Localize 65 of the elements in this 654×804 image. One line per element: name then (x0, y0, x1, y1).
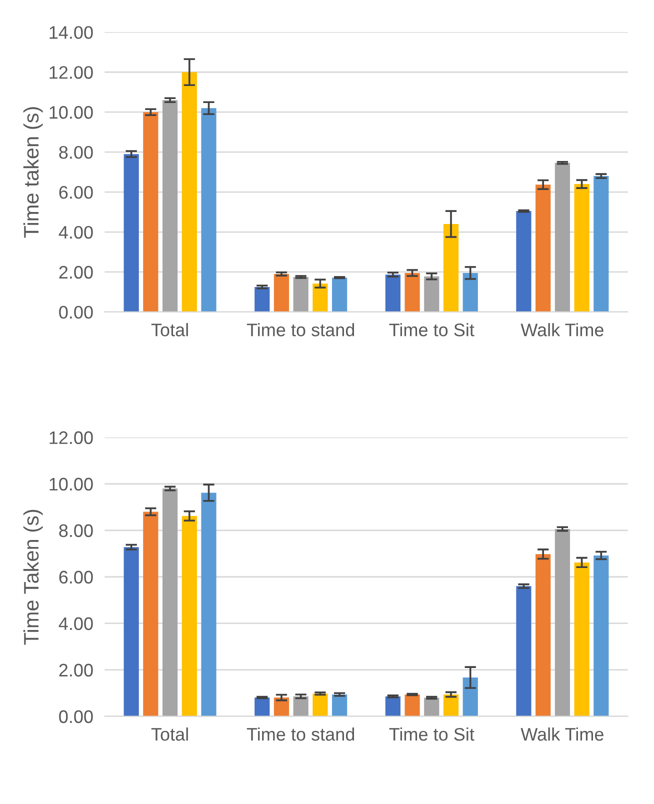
bar (162, 100, 178, 312)
y-tick-label: 8.00 (59, 524, 93, 538)
bar (385, 274, 400, 312)
bar (312, 284, 328, 312)
bar (554, 528, 570, 716)
bar (312, 694, 328, 716)
bar (424, 276, 440, 312)
bar (124, 154, 139, 312)
bar (462, 272, 478, 312)
y-tick-label: 14.00 (50, 26, 93, 39)
y-tick-label: 4.00 (58, 617, 93, 630)
x-tick-label: Time to Sit (389, 323, 474, 336)
bar (516, 586, 532, 716)
x-tick-label: Walk Time (520, 323, 604, 336)
bar (182, 72, 197, 312)
bar (332, 694, 348, 716)
bar (554, 162, 570, 312)
y-tick-label: 2.00 (59, 664, 93, 677)
bar (332, 278, 348, 312)
bar (254, 698, 270, 716)
bar (594, 176, 609, 312)
bar (162, 488, 178, 716)
bar (404, 272, 420, 312)
bar (443, 224, 459, 312)
x-tick-label: Time to stand (246, 727, 354, 741)
y-tick-label: 2.00 (59, 266, 93, 279)
bar (201, 492, 216, 716)
bar (143, 512, 158, 716)
bar (293, 276, 308, 312)
x-tick-label: Walk Time (520, 727, 604, 741)
bar (143, 112, 158, 312)
bar (274, 698, 290, 716)
y-tick-label: 12.00 (50, 431, 93, 444)
bar (293, 696, 308, 716)
y-tick-label: 6.00 (59, 570, 93, 584)
bar (574, 184, 590, 312)
bar (574, 562, 590, 716)
bar (385, 696, 400, 716)
y-tick-label: 0.00 (59, 306, 93, 319)
x-tick-label: Time to stand (246, 323, 354, 336)
bar (182, 516, 197, 716)
y-tick-label: 0.00 (59, 710, 93, 724)
bar (536, 184, 551, 312)
bar (124, 547, 139, 716)
x-tick-label: Total (151, 727, 188, 741)
bar (443, 694, 459, 716)
x-tick-label: Total (151, 323, 188, 336)
bar (594, 555, 609, 716)
bar (536, 554, 551, 716)
bar (404, 694, 420, 716)
y-tick-label: 8.00 (59, 146, 93, 159)
y-tick-label: 12.00 (50, 66, 93, 79)
bar (254, 286, 270, 312)
bar (201, 108, 216, 312)
y-tick-label: 4.00 (58, 226, 93, 239)
bar (516, 211, 532, 312)
bar (424, 698, 440, 716)
bar (462, 678, 478, 716)
x-tick-label: Time to Sit (389, 727, 474, 741)
y-tick-label: 10.00 (50, 478, 93, 491)
y-axis-title: Time Taken (s) (23, 510, 43, 645)
y-axis-title: Time taken (s) (23, 107, 43, 238)
y-tick-label: 6.00 (59, 186, 93, 199)
bar (274, 274, 290, 312)
y-tick-label: 10.00 (50, 106, 93, 119)
